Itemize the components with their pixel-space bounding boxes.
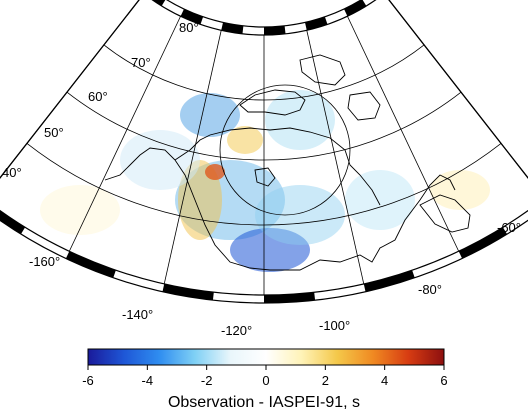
- lon-label-minus120: -120°: [221, 323, 252, 338]
- coastline: [419, 194, 471, 233]
- frame-band: [162, 283, 214, 301]
- anomaly-patch: [265, 90, 335, 150]
- frame-band: [264, 292, 316, 304]
- longitude-line: [163, 30, 222, 285]
- coastlines: [104, 54, 471, 271]
- colorbar-tick-label: -2: [201, 373, 213, 388]
- longitude-line: [347, 16, 460, 252]
- longitude-line: [68, 16, 181, 252]
- coastline: [174, 159, 456, 271]
- lat-label-50: 50°: [44, 125, 64, 140]
- lat-label-70: 70°: [131, 55, 151, 70]
- colorbar-tick-label: -4: [142, 373, 154, 388]
- lat-label-60: 60°: [88, 89, 108, 104]
- colorbar-title: Observation - IASPEI-91, s: [168, 394, 360, 411]
- coastline: [174, 127, 381, 206]
- coastline: [104, 147, 176, 181]
- map-labels: 40° 50° 60° 70° 80° -160° -140° -120° -1…: [2, 20, 521, 338]
- colorbar-tick-label: 2: [322, 373, 329, 388]
- frame-band: [221, 22, 244, 34]
- anomaly-patch: [255, 185, 345, 245]
- lat-label-80: 80°: [179, 20, 199, 35]
- frame-band: [305, 16, 328, 31]
- colorbar-tick-label: 0: [262, 373, 269, 388]
- lon-label-minus140: -140°: [122, 307, 153, 322]
- frame-band: [152, 0, 166, 6]
- coastline: [239, 89, 306, 116]
- colorbar-tick-label: 4: [381, 373, 388, 388]
- anomaly-patch: [205, 164, 225, 180]
- map-border: [0, 0, 528, 304]
- lon-label-minus80: -80°: [418, 282, 442, 297]
- colorbar-tick-label: 6: [440, 373, 447, 388]
- lon-label-minus60: -60°: [497, 220, 521, 235]
- anomaly-patch: [345, 170, 415, 230]
- anomaly-patch: [227, 126, 263, 154]
- lon-label-minus160: -160°: [29, 254, 60, 269]
- anomaly-patch: [120, 130, 200, 190]
- lat-label-40: 40°: [2, 165, 22, 180]
- frame-band: [0, 210, 26, 235]
- frame-band: [180, 9, 204, 25]
- colorbar: -6 -4 -2 0 2 4 6 Observation - IASPEI-91, s: [82, 348, 448, 411]
- coastline: [254, 167, 276, 187]
- colorbar-bar: [87, 348, 445, 366]
- longitude-line: [306, 30, 365, 285]
- frame-band: [458, 227, 508, 259]
- anomaly-patch: [40, 185, 120, 235]
- coastline: [347, 91, 381, 121]
- arctic-circle-line: [219, 84, 351, 216]
- graticule: [26, 16, 502, 295]
- lon-label-minus100: -100°: [319, 318, 350, 333]
- frame-band: [344, 0, 367, 17]
- anomaly-patch: [180, 93, 240, 137]
- coastline: [299, 54, 346, 86]
- colorbar-tick-label: -6: [82, 373, 94, 388]
- anomaly-patch: [230, 228, 310, 272]
- frame-band: [363, 270, 415, 292]
- frame-band: [264, 25, 286, 35]
- colorbar-ticks: -6 -4 -2 0 2 4 6: [82, 365, 448, 388]
- frame-band: [65, 251, 116, 278]
